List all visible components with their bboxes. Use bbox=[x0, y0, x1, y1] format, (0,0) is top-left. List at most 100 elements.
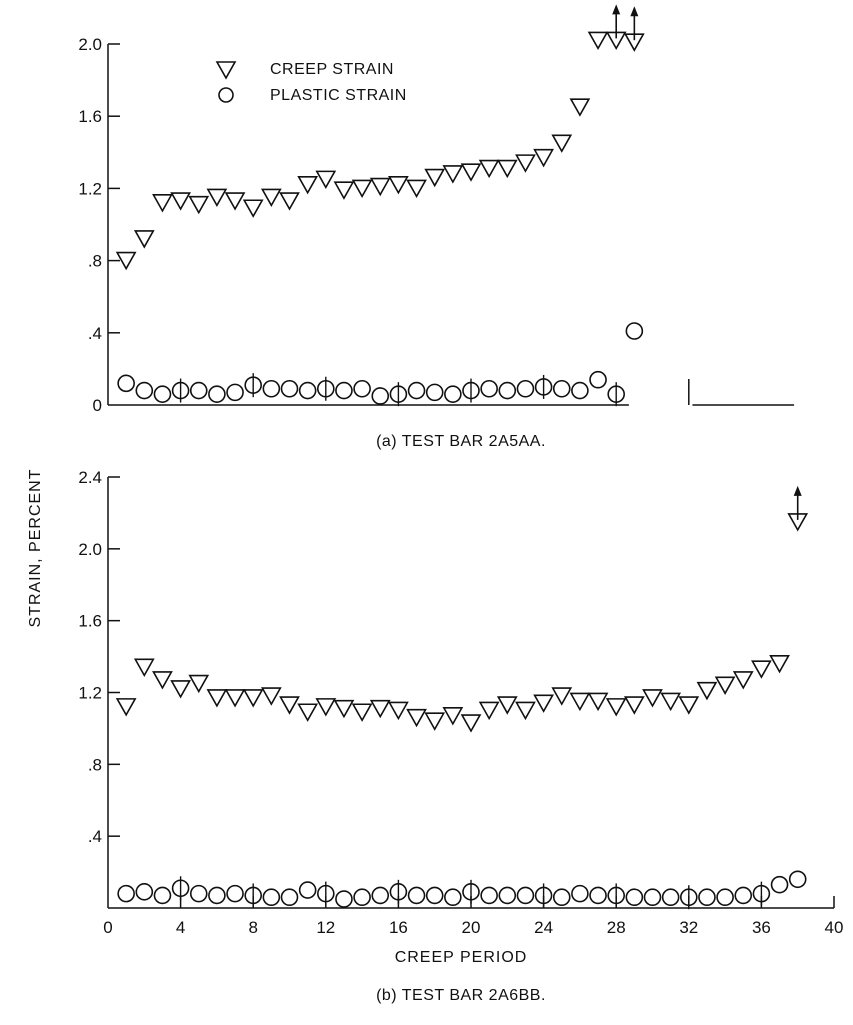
plastic-strain-point bbox=[770, 875, 789, 894]
plastic-strain-point bbox=[444, 385, 462, 403]
creep-strain-point bbox=[133, 658, 155, 677]
plastic-strain-point bbox=[135, 381, 154, 400]
creep-strain-point bbox=[152, 671, 173, 690]
plastic-strain-point bbox=[625, 322, 644, 340]
plastic-strain-point bbox=[280, 379, 299, 398]
creep-strain-point bbox=[424, 168, 446, 188]
creep-strain-point bbox=[714, 676, 736, 695]
plastic-strain-point bbox=[298, 881, 317, 899]
legend-plastic-marker bbox=[218, 87, 234, 103]
creep-strain-point bbox=[587, 692, 609, 712]
creep-strain-point bbox=[170, 192, 191, 211]
plastic-strain-point bbox=[734, 886, 753, 905]
creep-strain-point bbox=[478, 159, 500, 179]
creep-strain-point bbox=[460, 163, 482, 182]
plastic-strain-point bbox=[480, 379, 498, 398]
creep-strain-point bbox=[587, 31, 609, 51]
plastic-strain-point bbox=[661, 888, 680, 907]
creep-strain-point bbox=[660, 692, 682, 712]
plastic-strain-point bbox=[335, 381, 353, 400]
creep-strain-point bbox=[115, 251, 137, 271]
plastic-strain-point bbox=[498, 381, 517, 400]
creep-strain-point bbox=[460, 714, 482, 733]
creep-strain-point bbox=[188, 195, 210, 215]
creep-strain-point bbox=[605, 698, 627, 717]
plastic-strain-point bbox=[298, 381, 317, 400]
legend-creep-marker bbox=[215, 61, 237, 80]
creep-strain-point bbox=[333, 699, 355, 719]
panel-b: .4 .8 1.2 1.6 2.0 2.4 0 4 8 12 16 20 24 28 32 36 40 CREEP… bbox=[78, 468, 843, 1004]
plastic-strain-point bbox=[189, 884, 208, 903]
plastic-strain-point bbox=[353, 888, 371, 907]
creep-strain-point bbox=[496, 159, 518, 179]
creep-strain-point bbox=[696, 681, 718, 701]
creep-strain-point bbox=[551, 687, 573, 706]
x-tick-label: 24 bbox=[534, 918, 553, 937]
y-tick-label: 1.6 bbox=[78, 107, 102, 126]
creep-strain-point bbox=[533, 148, 554, 168]
y-tick-label: .8 bbox=[88, 252, 102, 271]
x-tick-label: 32 bbox=[679, 918, 698, 937]
y-tick-label: 2.0 bbox=[78, 35, 102, 54]
y-tick-label: 1.2 bbox=[78, 684, 102, 703]
creep-strain-point bbox=[732, 671, 754, 690]
plastic-strain-point bbox=[425, 886, 444, 905]
panel-caption: (a) TEST BAR 2A5AA. bbox=[376, 433, 546, 450]
creep-strain-point bbox=[678, 696, 700, 715]
plastic-strain-point bbox=[153, 385, 172, 403]
creep-strain-point bbox=[496, 696, 518, 715]
creep-strain-point bbox=[569, 98, 591, 117]
plastic-strain-point bbox=[226, 383, 244, 402]
plastic-strain-point bbox=[335, 890, 353, 908]
creep-strain-point bbox=[351, 703, 373, 722]
legend-plastic-label: PLASTIC STRAIN bbox=[270, 87, 407, 104]
plastic-strain-point bbox=[353, 379, 371, 398]
creep-strain-point bbox=[279, 192, 300, 211]
plastic-strain-point bbox=[135, 883, 154, 901]
creep-strain-point bbox=[533, 694, 554, 713]
x-tick-label: 36 bbox=[752, 918, 771, 937]
creep-strain-point bbox=[297, 175, 319, 195]
x-tick-label: 20 bbox=[462, 918, 481, 937]
creep-strain-point bbox=[551, 134, 573, 153]
creep-strain-point bbox=[442, 165, 464, 184]
creep-strain-point bbox=[642, 689, 663, 708]
plastic-strain-point bbox=[226, 884, 244, 903]
plastic-strain-point bbox=[571, 884, 589, 903]
x-tick-label: 4 bbox=[176, 918, 185, 937]
plastic-strain-point bbox=[571, 381, 589, 400]
x-tick-label: 28 bbox=[607, 918, 626, 937]
creep-strain-point bbox=[369, 177, 391, 197]
creep-strain-point bbox=[406, 708, 427, 728]
creep-strain-point bbox=[170, 680, 191, 699]
plastic-strain-point bbox=[371, 886, 390, 905]
creep-strain-point bbox=[224, 192, 246, 211]
creep-strain-point bbox=[769, 654, 790, 674]
plastic-strain-point bbox=[480, 886, 498, 905]
creep-strain-point bbox=[623, 696, 645, 715]
panel-caption: (b) TEST BAR 2A6BB. bbox=[376, 987, 546, 1004]
x-tick-label: 0 bbox=[103, 918, 112, 937]
plastic-strain-point bbox=[189, 381, 208, 400]
y-tick-label: 2.0 bbox=[78, 540, 102, 559]
y-tick-label: .4 bbox=[88, 827, 102, 846]
y-tick-label: 2.4 bbox=[78, 468, 102, 487]
creep-strain-point bbox=[388, 175, 409, 195]
creep-strain-point bbox=[206, 689, 228, 708]
plastic-strain-point bbox=[516, 886, 535, 905]
x-tick-label: 12 bbox=[316, 918, 335, 937]
x-axis-title: CREEP PERIOD bbox=[395, 949, 528, 966]
creep-strain-point bbox=[388, 701, 409, 721]
creep-strain-point bbox=[351, 179, 373, 199]
plastic-strain-point bbox=[698, 888, 716, 907]
creep-strain-point bbox=[260, 687, 282, 706]
plastic-strain-point bbox=[262, 888, 281, 907]
plastic-strain-point bbox=[425, 383, 444, 402]
plastic-strain-point bbox=[788, 870, 807, 889]
plastic-strain-point bbox=[371, 387, 390, 405]
plastic-strain-point bbox=[625, 888, 644, 907]
plastic-strain-point bbox=[262, 379, 281, 398]
panel-a: 0 .4 .8 1.2 1.6 2.0 (a) TEST BAR 2A5AA. CREEP S… bbox=[78, 4, 795, 450]
creep-strain-point bbox=[133, 230, 155, 249]
plastic-strain-point bbox=[552, 379, 571, 398]
